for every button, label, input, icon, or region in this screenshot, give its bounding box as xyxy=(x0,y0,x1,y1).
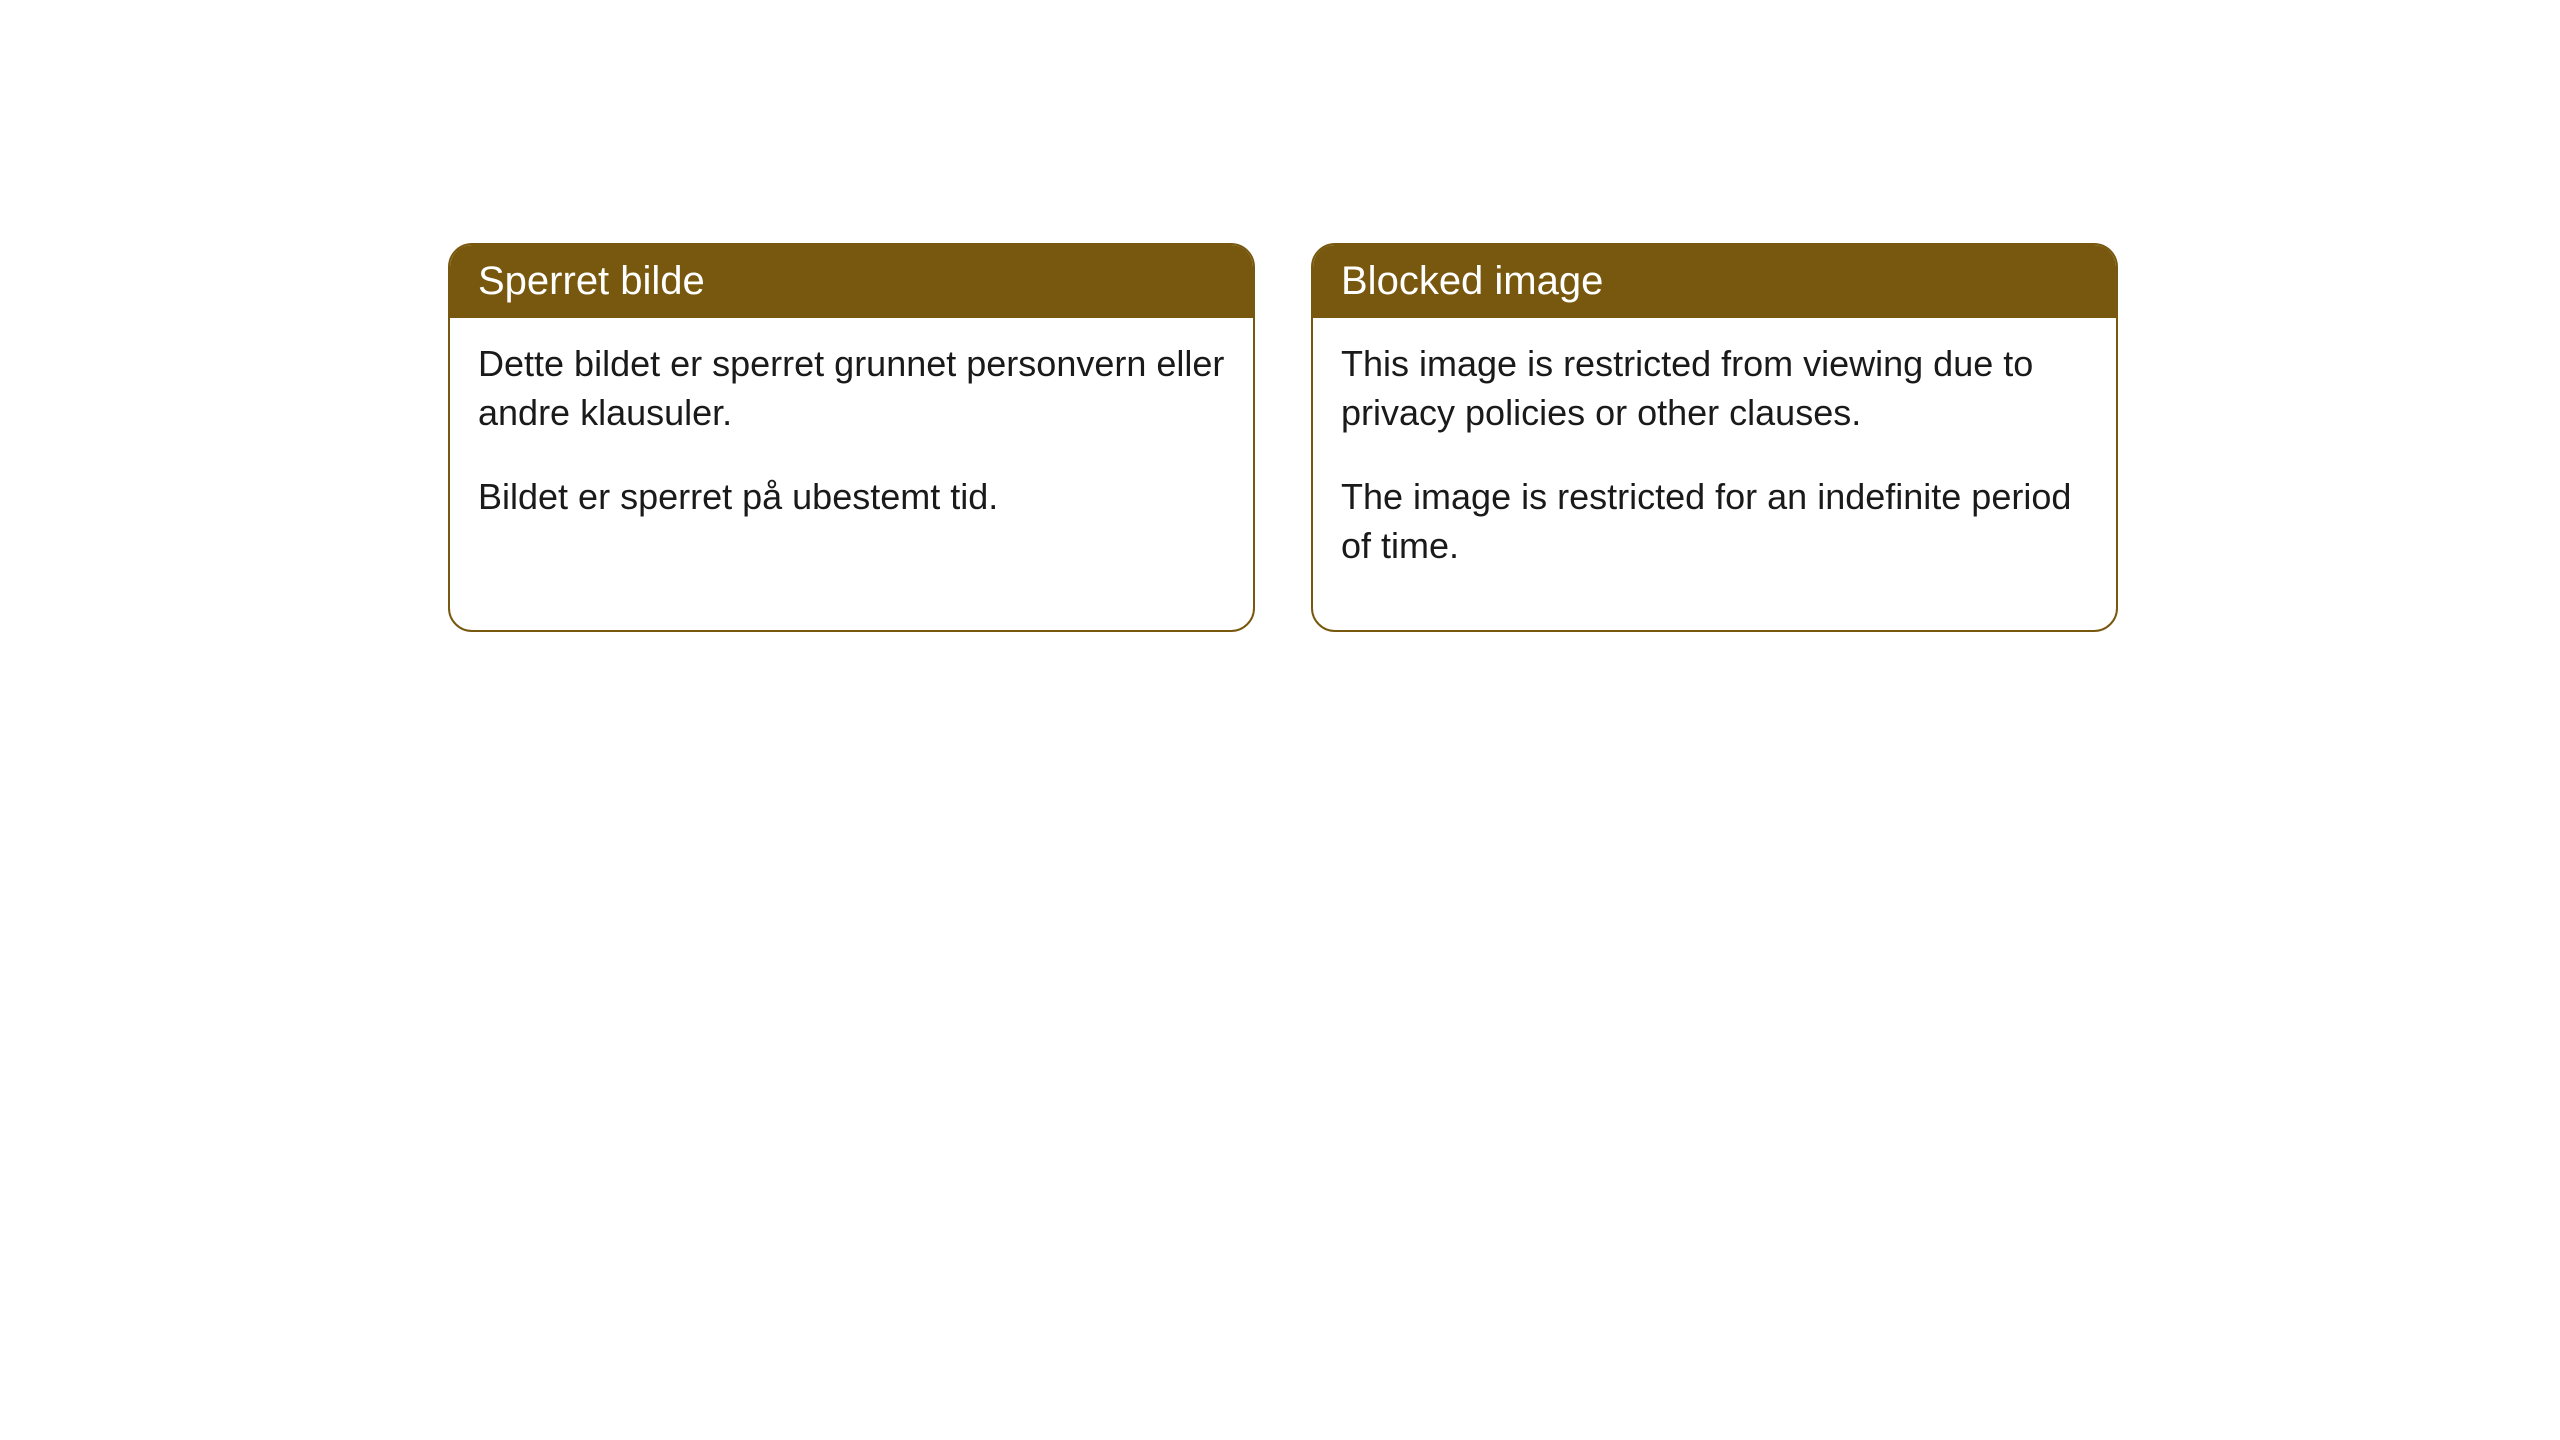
notice-card-english: Blocked image This image is restricted f… xyxy=(1311,243,2118,632)
card-title: Sperret bilde xyxy=(478,259,705,303)
card-body: This image is restricted from viewing du… xyxy=(1313,318,2116,630)
card-body: Dette bildet er sperret grunnet personve… xyxy=(450,318,1253,582)
card-paragraph: Bildet er sperret på ubestemt tid. xyxy=(478,473,1225,522)
card-title: Blocked image xyxy=(1341,259,1603,303)
card-header: Blocked image xyxy=(1313,245,2116,318)
card-paragraph: This image is restricted from viewing du… xyxy=(1341,340,2088,437)
notice-card-norwegian: Sperret bilde Dette bildet er sperret gr… xyxy=(448,243,1255,632)
card-paragraph: Dette bildet er sperret grunnet personve… xyxy=(478,340,1225,437)
card-header: Sperret bilde xyxy=(450,245,1253,318)
notice-cards-container: Sperret bilde Dette bildet er sperret gr… xyxy=(448,243,2118,632)
card-paragraph: The image is restricted for an indefinit… xyxy=(1341,473,2088,570)
